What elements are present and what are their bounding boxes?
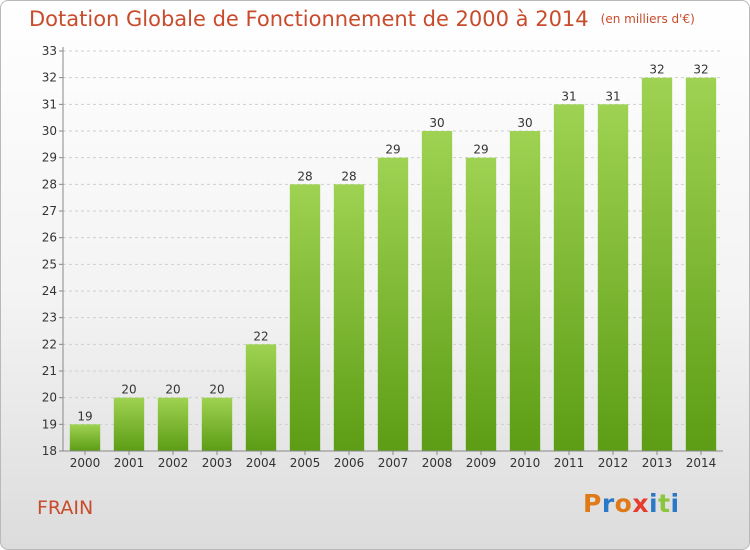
x-tick-label: 2002 (158, 456, 189, 470)
data-label: 19 (77, 409, 92, 423)
y-tick-label: 32 (42, 71, 57, 85)
x-tick-label: 2000 (70, 456, 101, 470)
y-tick-label: 26 (42, 231, 57, 245)
y-tick-label: 28 (42, 177, 57, 191)
x-tick-label: 2010 (510, 456, 541, 470)
logo-letter: o (614, 489, 633, 518)
bar-2008 (421, 131, 453, 451)
y-tick-label: 18 (42, 444, 57, 458)
bar-2013 (641, 77, 673, 452)
x-tick-label: 2001 (114, 456, 145, 470)
proxiti-logo: Proxiti (583, 489, 680, 518)
data-label: 31 (561, 89, 576, 103)
y-tick-label: 30 (42, 124, 57, 138)
chart-unit: (en milliers d'€) (600, 12, 695, 26)
y-tick-label: 33 (42, 44, 57, 58)
y-tick-label: 24 (42, 284, 57, 298)
data-label: 20 (165, 383, 180, 397)
y-tick-label: 22 (42, 337, 57, 351)
data-label: 28 (297, 169, 312, 183)
data-label: 31 (605, 89, 620, 103)
x-tick-label: 2004 (246, 456, 277, 470)
axes: 18 19 20 21 22 23 24 25 26 27 28 29 30 31 32 33 2000 2001… (42, 44, 723, 470)
bar-2002 (157, 397, 189, 451)
logo-letter: x (632, 489, 649, 518)
data-label: 20 (209, 383, 224, 397)
logo-letter: t (658, 489, 671, 518)
bar-2005 (289, 184, 321, 452)
x-tick-label: 2005 (290, 456, 321, 470)
data-label: 32 (693, 63, 708, 77)
x-tick-label: 2007 (378, 456, 409, 470)
chart-title-text: Dotation Globale de Fonctionnement de 20… (29, 7, 589, 31)
x-tick-label: 2009 (466, 456, 497, 470)
data-label: 22 (253, 329, 268, 343)
y-tick-label: 25 (42, 257, 57, 271)
bar-2001 (113, 397, 145, 451)
bar-2003 (201, 397, 233, 451)
x-tick-label: 2006 (334, 456, 365, 470)
bar-2006 (333, 184, 365, 452)
y-tick-label: 23 (42, 311, 57, 325)
bar-2007 (377, 157, 409, 451)
x-tick-label: 2008 (422, 456, 453, 470)
bar-2012 (597, 104, 629, 451)
data-label: 29 (385, 143, 400, 157)
bar-2014 (685, 77, 717, 452)
y-tick-label: 27 (42, 204, 57, 218)
data-labels: 19 20 20 20 22 28 28 29 30 29 30 31 31 32 32 (77, 63, 708, 424)
data-label: 28 (341, 169, 356, 183)
data-label: 29 (473, 143, 488, 157)
data-label: 32 (649, 63, 664, 77)
x-tick-label: 2003 (202, 456, 233, 470)
y-tick-label: 31 (42, 97, 57, 111)
logo-letter: i (670, 489, 680, 518)
x-tick-label: 2011 (554, 456, 585, 470)
data-label: 20 (121, 383, 136, 397)
x-tick-label: 2012 (598, 456, 629, 470)
data-label: 30 (429, 116, 444, 130)
x-tick-label: 2013 (642, 456, 673, 470)
commune-name: FRAIN (37, 497, 94, 519)
x-tick-label: 2014 (686, 456, 717, 470)
bar-2010 (509, 131, 541, 451)
bar-2009 (465, 157, 497, 451)
logo-letter: r (601, 489, 615, 518)
bar-2000 (69, 424, 101, 451)
y-tick-label: 29 (42, 151, 57, 165)
data-label: 30 (517, 116, 532, 130)
bars (69, 77, 717, 452)
logo-letter: P (583, 489, 602, 518)
bar-2011 (553, 104, 585, 451)
logo-letter: i (649, 489, 659, 518)
y-tick-label: 20 (42, 391, 57, 405)
y-tick-label: 21 (42, 364, 57, 378)
chart-title: Dotation Globale de Fonctionnement de 20… (29, 7, 695, 31)
bar-2004 (245, 344, 277, 451)
y-tick-label: 19 (42, 417, 57, 431)
